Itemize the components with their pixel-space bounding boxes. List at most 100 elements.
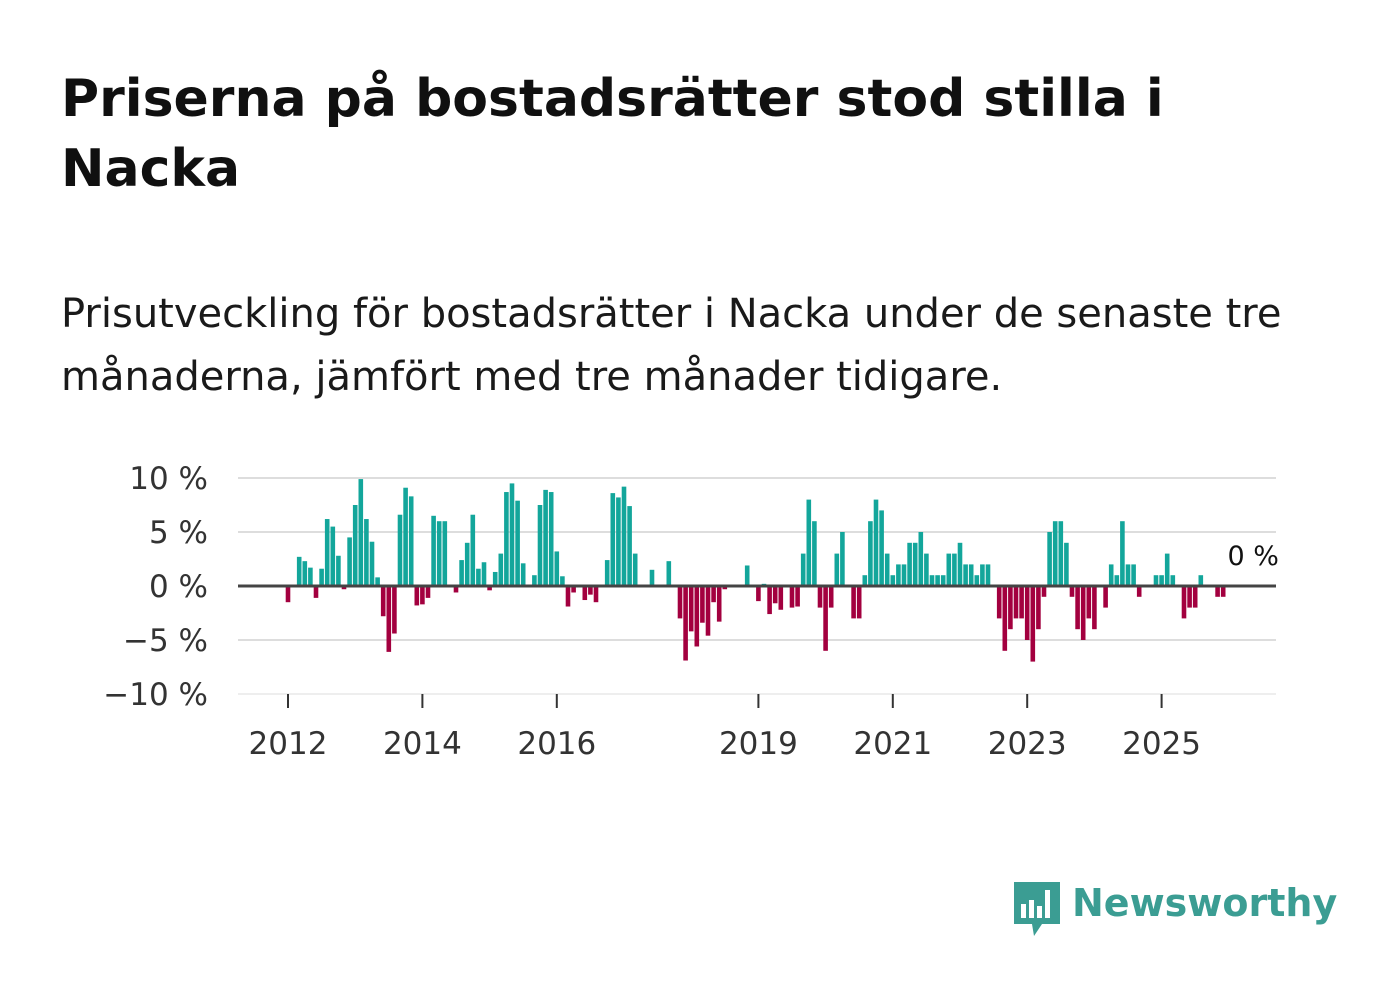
bar (604, 560, 610, 586)
brand-logo[interactable]: Newsworthy (1012, 880, 1337, 940)
bar (369, 541, 375, 586)
bar (1064, 542, 1069, 586)
bar (554, 551, 560, 586)
bar (498, 553, 504, 586)
bar (302, 561, 308, 586)
bar (1019, 586, 1024, 619)
bar (470, 514, 476, 586)
bar (812, 521, 817, 586)
bar (296, 556, 302, 586)
bar (442, 521, 448, 586)
bar (705, 586, 711, 636)
bar (347, 537, 352, 586)
bar (980, 564, 985, 586)
bar (688, 586, 694, 632)
bar (896, 564, 901, 586)
bar (946, 553, 952, 586)
bar (397, 514, 403, 586)
bar (330, 526, 336, 586)
bar (1075, 586, 1080, 630)
y-tick-label: −5 % (123, 623, 208, 659)
brand-name: Newsworthy (1072, 881, 1338, 925)
bar (375, 577, 380, 586)
bar (414, 586, 420, 606)
bar (806, 499, 812, 586)
newsworthy-logo-icon (1014, 882, 1060, 936)
bar (504, 492, 509, 586)
bar (364, 519, 369, 586)
bar (711, 586, 716, 603)
bar (1080, 586, 1086, 640)
bar (1215, 586, 1220, 597)
bar (1108, 564, 1114, 586)
bars-layer (285, 479, 1226, 662)
bar (795, 586, 800, 607)
bar (1198, 575, 1204, 586)
bar (341, 586, 347, 590)
bar (879, 510, 884, 586)
bar (744, 565, 750, 586)
bar (543, 489, 548, 586)
bar (1136, 586, 1142, 597)
bar (571, 586, 576, 593)
bar (957, 542, 963, 586)
bar (912, 542, 918, 586)
x-tick-label: 2021 (853, 726, 932, 762)
bar (756, 586, 761, 602)
y-tick-label: 5 % (149, 515, 208, 551)
bar (548, 492, 554, 586)
bar (319, 568, 324, 586)
bar (588, 586, 593, 595)
bar (313, 586, 319, 598)
bar (985, 564, 991, 586)
bar (431, 515, 436, 586)
bar (974, 575, 980, 586)
bar (1192, 586, 1198, 608)
bar (868, 521, 873, 586)
bar (520, 563, 526, 586)
bar (593, 586, 599, 603)
bar (582, 586, 588, 601)
chart-title: Priserna på bostadsrätter stod stilla i … (61, 69, 1164, 199)
bar (1008, 586, 1013, 630)
x-tick-label: 2019 (719, 726, 798, 762)
bar (392, 586, 397, 634)
bar (352, 505, 358, 586)
bar (386, 586, 392, 652)
bar (1047, 532, 1052, 586)
bar (817, 586, 823, 608)
bar (459, 560, 464, 586)
x-tick-label: 2012 (249, 726, 328, 762)
bar (436, 521, 442, 586)
bar (627, 506, 632, 586)
bar (1052, 521, 1058, 586)
x-tick-label: 2023 (988, 726, 1067, 762)
x-tick-label: 2014 (383, 726, 462, 762)
x-tick-label: 2025 (1122, 726, 1201, 762)
bar (935, 575, 940, 586)
bar (1092, 586, 1097, 630)
bar (308, 567, 313, 586)
bar (515, 500, 520, 586)
bar (856, 586, 862, 619)
y-tick-label: 10 % (129, 461, 208, 497)
bar (1153, 575, 1159, 586)
bar (1013, 586, 1019, 619)
bar (683, 586, 688, 661)
bar (800, 553, 806, 586)
bar (716, 586, 722, 622)
bar (616, 497, 621, 586)
bar (940, 575, 946, 586)
x-tick-label: 2016 (517, 726, 596, 762)
bar (487, 586, 492, 591)
bar (996, 586, 1002, 619)
bar (560, 576, 565, 586)
bar (694, 586, 700, 647)
bar (862, 575, 868, 586)
bar (1120, 521, 1125, 586)
bar (884, 553, 890, 586)
bar (453, 586, 459, 593)
bar (1041, 586, 1047, 597)
bar (425, 586, 431, 598)
bar (324, 519, 330, 586)
